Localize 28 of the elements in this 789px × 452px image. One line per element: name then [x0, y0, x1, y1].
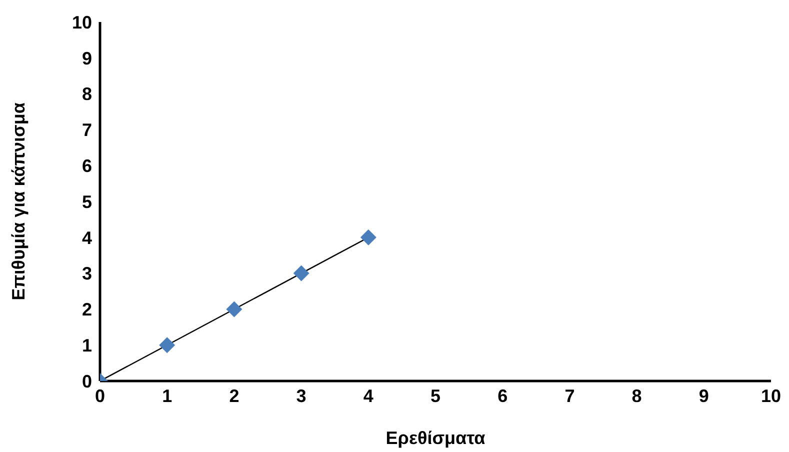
point	[159, 337, 176, 354]
point	[293, 265, 310, 282]
x-axis-title: Ερεθίσματα	[386, 428, 486, 448]
x-tick-label: 1	[162, 386, 172, 406]
y-tick-label: 6	[82, 156, 92, 176]
x-tick-label: 8	[632, 386, 642, 406]
x-tick-label: 9	[698, 386, 709, 406]
x-tick-label: 0	[94, 386, 106, 406]
y-tick-label: 2	[82, 300, 92, 320]
point	[226, 301, 242, 318]
x-tick-label: 6	[498, 386, 508, 406]
y-tick-label: 9	[82, 48, 92, 68]
point	[360, 229, 376, 246]
x-tick-label: 7	[564, 386, 575, 406]
y-tick-label: 5	[82, 192, 92, 212]
y-tick-label: 4	[82, 228, 92, 248]
y-axis-title: Επιθυμία για κάπνισμα	[8, 102, 28, 300]
y-tick-label: 1	[82, 335, 92, 356]
y-tick-label: 10	[72, 12, 92, 32]
x-tick-label: 2	[229, 386, 240, 406]
x-tick-label: 10	[760, 386, 782, 406]
x-tick-label: 5	[430, 386, 441, 406]
x-tick-label: 3	[296, 386, 306, 406]
y-tick-label: 0	[82, 371, 92, 392]
y-tick-label: 3	[82, 264, 92, 284]
y-tick-label: 7	[82, 120, 92, 140]
y-tick-label: 8	[82, 84, 92, 104]
x-tick-label: 4	[363, 386, 374, 406]
